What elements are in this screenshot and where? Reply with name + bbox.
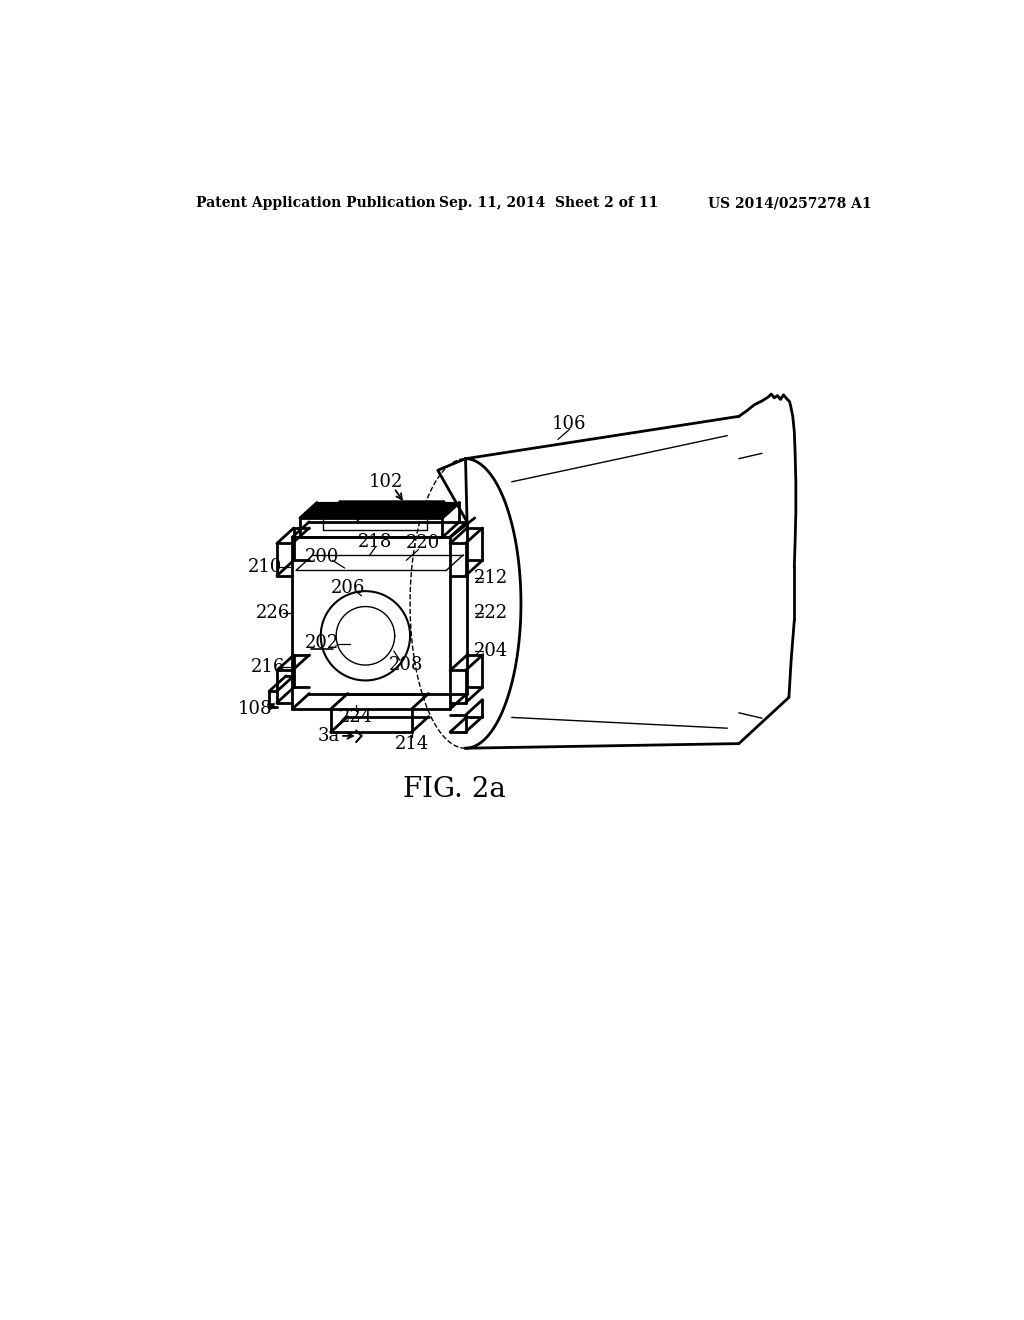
Text: 226: 226: [256, 603, 290, 622]
Text: 102: 102: [369, 473, 403, 491]
Text: 202: 202: [304, 635, 339, 652]
Text: 214: 214: [394, 735, 429, 752]
Text: 200: 200: [304, 548, 339, 566]
Text: 208: 208: [389, 656, 423, 675]
Text: 108: 108: [238, 700, 272, 718]
Text: 106: 106: [552, 414, 587, 433]
Text: 3a: 3a: [318, 727, 340, 744]
Text: 222: 222: [474, 603, 508, 622]
Text: Sep. 11, 2014  Sheet 2 of 11: Sep. 11, 2014 Sheet 2 of 11: [438, 197, 657, 210]
Text: FIG. 2a: FIG. 2a: [402, 776, 506, 804]
Text: 204: 204: [474, 643, 508, 660]
Text: Patent Application Publication: Patent Application Publication: [196, 197, 435, 210]
Text: 210: 210: [248, 557, 283, 576]
Text: 3a: 3a: [326, 502, 348, 520]
Polygon shape: [323, 502, 444, 516]
Text: 220: 220: [407, 535, 440, 552]
Text: US 2014/0257278 A1: US 2014/0257278 A1: [708, 197, 871, 210]
Text: 218: 218: [358, 533, 392, 550]
Text: 224: 224: [339, 708, 373, 726]
Text: 212: 212: [474, 569, 508, 587]
Polygon shape: [300, 503, 460, 517]
Text: 206: 206: [331, 579, 365, 597]
Text: 216: 216: [251, 657, 285, 676]
